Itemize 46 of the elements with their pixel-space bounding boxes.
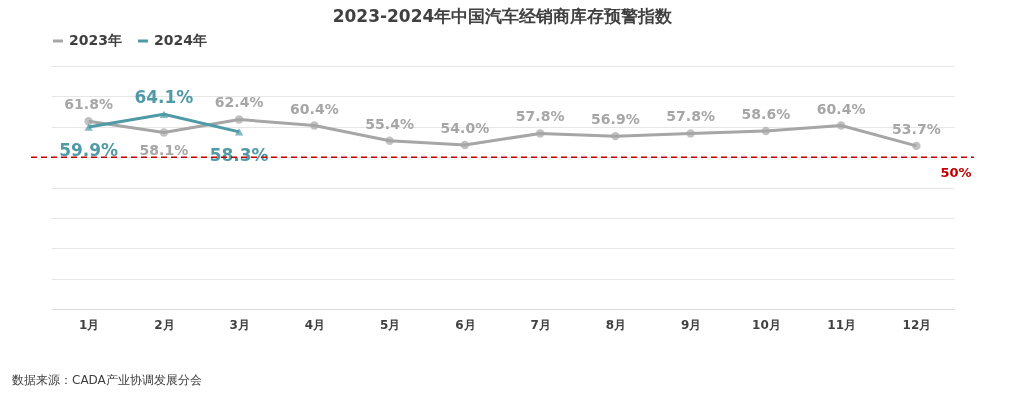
data-label: 62.4% xyxy=(214,94,264,111)
data-label: 56.9% xyxy=(591,111,640,128)
point xyxy=(234,115,244,124)
x-tick-label: 8月 xyxy=(605,317,627,332)
data-label: 58.1% xyxy=(139,141,189,158)
point xyxy=(912,141,921,151)
data-label: 58.6% xyxy=(741,106,791,122)
ref-line-label: 50% xyxy=(940,165,972,181)
point xyxy=(460,140,470,150)
point xyxy=(836,121,846,130)
x-tick-label: 2月 xyxy=(154,317,175,332)
point xyxy=(686,129,695,138)
point xyxy=(84,117,93,126)
data-label: 57.8% xyxy=(515,108,565,125)
data-label: 60.4% xyxy=(816,100,866,117)
legend-label: 2023年 xyxy=(69,32,122,48)
point xyxy=(84,123,93,131)
point xyxy=(159,110,169,118)
x-tick-label: 3月 xyxy=(229,317,250,332)
point xyxy=(310,121,319,130)
x-tick-label: 7月 xyxy=(530,317,551,332)
x-tick-label: 4月 xyxy=(304,317,326,332)
point xyxy=(761,126,771,136)
data-label: 55.4% xyxy=(365,115,414,132)
data-label: 61.8% xyxy=(64,96,113,113)
legend-label: 2024年 xyxy=(154,32,207,48)
x-tick-label: 10月 xyxy=(752,317,781,332)
point xyxy=(385,136,394,145)
x-tick-label: 9月 xyxy=(680,317,702,332)
point xyxy=(611,131,620,141)
x-tick-label: 1月 xyxy=(78,317,100,332)
data-label: 64.1% xyxy=(134,87,194,108)
data-label: 53.7% xyxy=(892,120,941,137)
data-label: 57.8% xyxy=(666,108,715,125)
point xyxy=(234,128,244,136)
data-label: 60.4% xyxy=(290,100,339,117)
x-tick-label: 11月 xyxy=(827,317,856,332)
x-tick-label: 6月 xyxy=(455,317,476,332)
x-tick-label: 12月 xyxy=(902,317,932,332)
data-label: 59.9% xyxy=(59,140,119,161)
source-note: 数据来源：CADA产业协调发展分会 xyxy=(12,372,202,389)
x-tick-label: 5月 xyxy=(379,317,401,332)
point xyxy=(535,129,545,138)
point xyxy=(159,128,169,137)
chart-title: 2023-2024年中国汽车经销商库存预警指数 xyxy=(332,6,674,26)
data-label: 54.0% xyxy=(440,119,490,136)
